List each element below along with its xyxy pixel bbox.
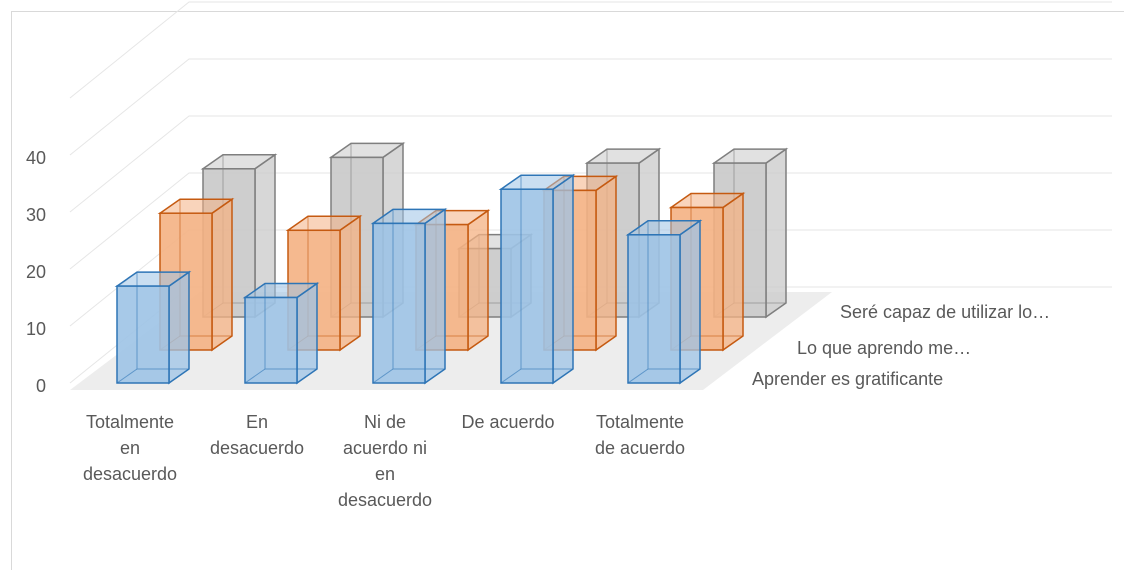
bar-side-face [722, 192, 744, 352]
series-axis-label: Lo que aprendo me… [797, 338, 971, 358]
bar-side-face [168, 270, 190, 385]
bar-side-face [339, 214, 361, 352]
y-tick-label: 20 [26, 262, 46, 282]
x-tick-label: Totalmente en desacuerdo [83, 412, 177, 484]
series-axis-label: Seré capaz de utilizar lo… [840, 302, 1050, 322]
bar-side-face [595, 174, 617, 352]
gridline [69, 172, 1112, 270]
x-tick-label: En desacuerdo [210, 412, 304, 458]
bar [242, 282, 320, 385]
bar-front-face [116, 285, 170, 384]
bar-inner-edge [627, 368, 649, 384]
bar [625, 219, 703, 385]
bar-side-face [296, 282, 318, 385]
x-tick-label: De acuerdo [461, 412, 554, 432]
bar [370, 207, 448, 385]
bar [114, 270, 192, 385]
bar [498, 173, 576, 385]
y-tick-label: 0 [36, 376, 46, 396]
y-tick-label: 30 [26, 205, 46, 225]
bar-front-face [372, 222, 426, 384]
gridline [69, 115, 1112, 213]
bar-front-face [500, 188, 554, 384]
bar-side-face [765, 147, 787, 319]
bar-front-face [244, 296, 298, 384]
series-axis-labels: Aprender es gratificante Lo que aprendo m… [752, 302, 1050, 389]
x-tick-label: Ni de acuerdo ni en desacuerdo [338, 412, 432, 510]
bar-inner-edge [116, 368, 138, 384]
bar-side-face [679, 219, 701, 385]
x-axis-ticks: Totalmente en desacuerdo En desacuerdo Ni de a… [83, 412, 685, 510]
bar-inner-edge [500, 368, 522, 384]
bars [114, 141, 789, 385]
y-tick-label: 40 [26, 148, 46, 168]
series-axis-label: Aprender es gratificante [752, 369, 943, 389]
chart-frame [11, 11, 1124, 570]
bar [200, 153, 278, 319]
gridline [69, 1, 1112, 99]
bar-side-face [552, 173, 574, 385]
bar-side-face [467, 209, 489, 352]
gridline [69, 58, 1112, 156]
bar-front-face [627, 234, 681, 384]
bar-side-face [211, 197, 233, 352]
bar-side-face [424, 207, 446, 385]
y-axis-ticks: 0 10 20 30 40 [26, 148, 46, 396]
x-tick-label: Totalmente de acuerdo [595, 412, 685, 458]
bar-inner-edge [372, 368, 394, 384]
bar-inner-edge [244, 368, 266, 384]
y-tick-label: 10 [26, 319, 46, 339]
